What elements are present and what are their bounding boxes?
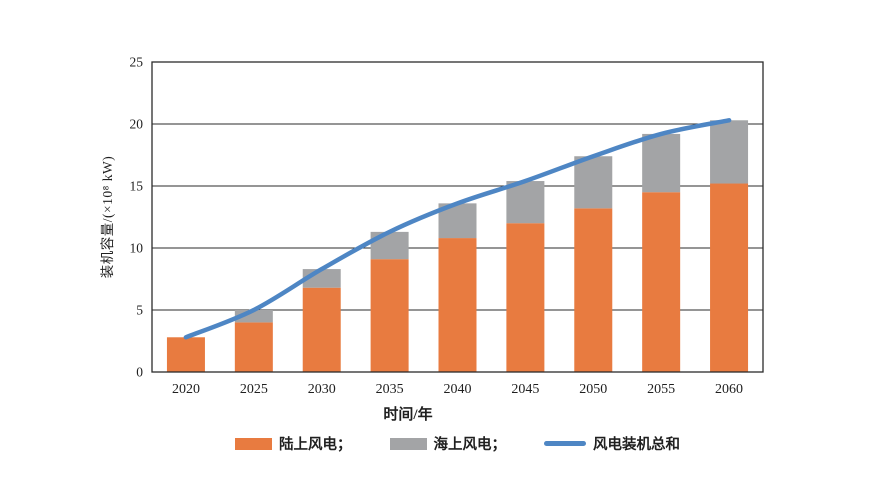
y-tick-label: 5 (136, 303, 143, 318)
legend-label: 海上风电； (433, 437, 507, 453)
y-tick-label: 25 (130, 55, 144, 70)
legend-label: 风电装机总和 (593, 437, 680, 453)
bar-segment-offshore-wind (642, 133, 681, 193)
bar-segment-onshore-wind (370, 259, 409, 372)
bar-segment-onshore-wind (574, 208, 613, 372)
x-tick-label: 2030 (308, 382, 336, 397)
x-tick-label: 2055 (647, 382, 675, 397)
bar-segment-onshore-wind (234, 322, 273, 372)
x-tick-label: 2060 (715, 382, 743, 397)
onshore-wind-swatch-icon (235, 437, 272, 450)
y-tick-label: 10 (130, 241, 144, 256)
y-axis-title: 装机容量/(×10⁸ kW) (100, 155, 115, 279)
legend: 陆上风电； 海上风电； 风电装机总和 (152, 433, 763, 454)
y-tick-label: 0 (136, 365, 143, 380)
plot-border (151, 61, 764, 373)
total-line-swatch-icon (544, 441, 586, 446)
total-line (183, 118, 732, 340)
y-tick-label: 20 (130, 117, 144, 132)
bar-segment-onshore-wind (642, 192, 681, 372)
bar-segment-offshore-wind (710, 120, 749, 184)
x-axis-title: 时间/年 (383, 407, 433, 423)
bar-segment-offshore-wind (574, 156, 613, 209)
legend-item-total-wind: 风电装机总和 (544, 433, 680, 454)
legend-item-onshore-wind: 陆上风电； (235, 433, 352, 454)
bar-segment-offshore-wind (370, 231, 409, 260)
x-tick-label: 2035 (376, 382, 404, 397)
legend-item-offshore-wind: 海上风电； (389, 433, 507, 454)
x-tick-label: 2045 (511, 382, 539, 397)
x-tick-label: 2040 (444, 382, 472, 397)
bar-segment-onshore-wind (302, 287, 341, 372)
bar-segment-onshore-wind (438, 238, 477, 372)
y-tick-label: 15 (130, 179, 144, 194)
bar-segment-onshore-wind (710, 183, 749, 372)
offshore-wind-swatch-icon (389, 437, 427, 450)
x-tick-label: 2020 (172, 382, 200, 397)
bar-segment-offshore-wind (506, 181, 545, 224)
bar-segment-onshore-wind (166, 337, 205, 372)
x-tick-label: 2025 (240, 382, 268, 397)
legend-label: 陆上风电； (279, 437, 352, 453)
bar-segment-onshore-wind (506, 223, 545, 372)
x-tick-label: 2050 (579, 382, 607, 397)
